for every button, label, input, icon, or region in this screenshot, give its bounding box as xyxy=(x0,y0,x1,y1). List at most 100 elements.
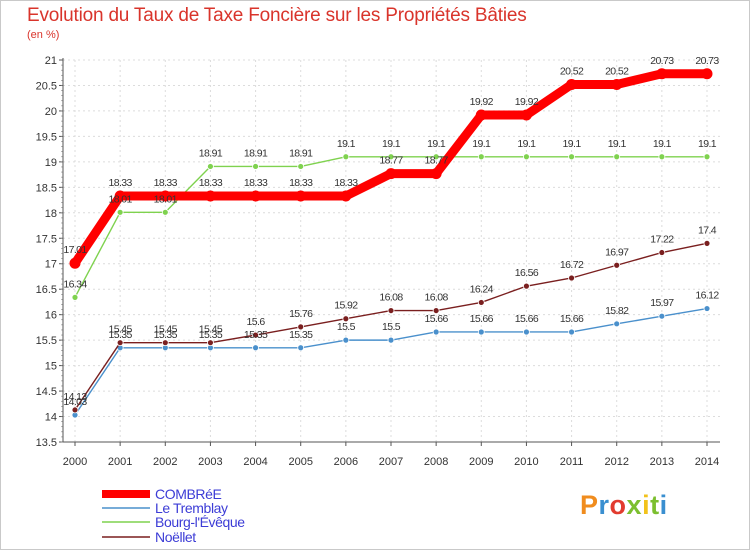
logo-letter: r xyxy=(598,490,610,520)
data-point xyxy=(658,249,666,256)
data-point xyxy=(523,153,530,161)
data-point xyxy=(71,406,79,414)
data-label: 15.45 xyxy=(109,324,133,336)
data-point xyxy=(161,208,169,216)
data-label: 15.35 xyxy=(289,329,313,341)
data-label: 19.1 xyxy=(608,138,627,150)
data-label: 18.33 xyxy=(154,177,178,189)
x-tick-label: 2008 xyxy=(424,456,448,468)
data-point xyxy=(613,320,621,328)
data-point xyxy=(207,339,214,347)
data-label: 19.1 xyxy=(337,138,356,150)
data-label: 18.33 xyxy=(109,177,133,189)
data-label: 16.72 xyxy=(560,259,584,271)
data-point xyxy=(387,153,395,161)
data-label: 18.01 xyxy=(109,193,133,205)
data-label: 16.24 xyxy=(470,283,494,295)
y-tick-label: 21 xyxy=(45,55,57,67)
data-label: 15.45 xyxy=(154,324,178,336)
chart-title: Evolution du Taux de Taxe Foncière sur l… xyxy=(27,5,527,26)
data-label: 19.1 xyxy=(382,138,401,150)
data-point xyxy=(250,190,262,202)
data-label: 18.33 xyxy=(334,177,358,189)
legend-label: Le Tremblay xyxy=(155,500,228,516)
data-point xyxy=(523,282,530,290)
x-tick-label: 2005 xyxy=(288,456,312,468)
data-label: 14.03 xyxy=(63,396,87,408)
legend-label: Noëllet xyxy=(155,529,196,545)
data-point xyxy=(204,190,216,202)
data-label: 18.33 xyxy=(244,177,268,189)
data-point xyxy=(523,328,530,336)
data-point xyxy=(568,274,575,282)
data-label: 20.52 xyxy=(605,65,629,77)
data-point xyxy=(342,315,350,323)
data-point xyxy=(252,163,259,170)
y-tick-label: 16.5 xyxy=(36,284,57,296)
data-point xyxy=(342,153,350,161)
y-tick-label: 18 xyxy=(45,208,57,220)
data-label: 18.33 xyxy=(289,177,313,189)
data-point xyxy=(159,190,171,202)
data-label: 19.1 xyxy=(563,138,582,150)
data-label: 19.1 xyxy=(653,138,672,150)
data-label: 16.08 xyxy=(379,292,403,304)
data-point xyxy=(477,328,485,336)
data-point xyxy=(432,153,440,161)
data-label: 20.73 xyxy=(650,55,674,67)
data-point xyxy=(114,190,126,202)
data-label: 19.1 xyxy=(698,138,717,150)
data-label: 17.01 xyxy=(63,244,87,256)
data-label: 15.97 xyxy=(650,297,674,309)
x-tick-label: 2010 xyxy=(514,456,538,468)
proxiti-logo: Proxiti xyxy=(580,490,668,521)
legend-label: COMBRéE xyxy=(155,486,221,502)
y-tick-label: 17 xyxy=(45,259,57,271)
axes: 13.5 14 14.5 15 15.5 16 16.5 17 17.5 18 18.5 19 19.5… xyxy=(36,55,720,468)
data-point xyxy=(432,307,440,314)
y-tick-label: 14 xyxy=(45,412,57,424)
data-label: 18.77 xyxy=(425,155,449,167)
data-point xyxy=(340,190,352,202)
data-point xyxy=(387,307,395,314)
data-point xyxy=(385,168,397,180)
data-point xyxy=(477,153,485,161)
x-tick-label: 2009 xyxy=(469,456,493,468)
data-point xyxy=(703,305,711,312)
data-label: 15.5 xyxy=(382,321,401,333)
data-point xyxy=(475,109,487,121)
data-label: 16.08 xyxy=(425,292,449,304)
x-tick-label: 2000 xyxy=(63,456,87,468)
data-label: 20.52 xyxy=(560,65,584,77)
data-label: 16.97 xyxy=(605,246,629,258)
data-point xyxy=(207,163,214,170)
x-tick-label: 2007 xyxy=(379,456,403,468)
data-label: 18.91 xyxy=(199,147,223,159)
data-point xyxy=(613,153,621,161)
data-label: 15.35 xyxy=(154,329,178,341)
y-tick-label: 17.5 xyxy=(36,233,57,245)
data-point xyxy=(658,153,666,161)
data-label: 15.35 xyxy=(244,329,268,341)
logo-letter: P xyxy=(580,490,599,520)
x-tick-label: 2014 xyxy=(695,456,719,468)
data-label: 15.35 xyxy=(109,329,133,341)
data-label: 19.1 xyxy=(427,138,446,150)
y-tick-label: 20.5 xyxy=(36,80,57,92)
y-tick-label: 18.5 xyxy=(36,182,57,194)
data-point xyxy=(568,328,575,336)
data-point xyxy=(295,190,307,202)
data-label: 16.12 xyxy=(695,290,719,302)
data-point xyxy=(297,323,305,331)
data-point xyxy=(69,257,81,269)
x-tick-label: 2011 xyxy=(560,456,584,468)
data-label: 17.4 xyxy=(698,224,717,236)
data-point xyxy=(611,78,623,90)
data-label: 15.82 xyxy=(605,305,629,317)
data-point xyxy=(658,312,666,320)
data-label: 19.1 xyxy=(472,138,491,150)
data-label: 19.1 xyxy=(517,138,536,150)
